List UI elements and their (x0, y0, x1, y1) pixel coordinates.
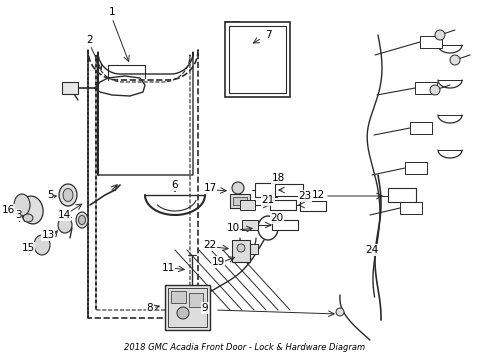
Bar (224, 22, 289, 97)
Text: 2: 2 (86, 35, 93, 45)
Ellipse shape (79, 216, 85, 225)
Text: 14: 14 (57, 210, 70, 220)
Circle shape (237, 244, 244, 252)
Text: 5: 5 (46, 190, 53, 200)
Text: 17: 17 (203, 183, 216, 193)
Bar (404, 162, 426, 174)
Text: 9: 9 (201, 303, 208, 313)
Bar (231, 240, 249, 262)
Text: 11: 11 (161, 263, 174, 273)
Text: 20: 20 (270, 213, 283, 223)
Text: 19: 19 (211, 257, 224, 267)
Text: 6: 6 (171, 180, 178, 190)
Text: 12: 12 (311, 190, 324, 200)
Ellipse shape (63, 189, 73, 202)
Bar (387, 188, 415, 202)
Text: 24: 24 (365, 245, 378, 255)
Text: 4: 4 (57, 210, 63, 220)
Circle shape (231, 182, 244, 194)
Text: 1: 1 (108, 7, 115, 17)
Circle shape (434, 30, 444, 40)
Circle shape (429, 85, 439, 95)
Bar (274, 184, 303, 196)
Circle shape (335, 308, 343, 316)
Bar (229, 194, 249, 208)
Bar (299, 201, 325, 211)
Ellipse shape (14, 194, 30, 216)
Bar (419, 36, 441, 48)
Bar (254, 183, 276, 197)
Ellipse shape (59, 184, 77, 206)
Text: 2018 GMC Acadia Front Door - Lock & Hardware Diagram: 2018 GMC Acadia Front Door - Lock & Hard… (123, 343, 365, 352)
Text: 22: 22 (203, 240, 216, 250)
Bar (164, 285, 209, 330)
Ellipse shape (34, 235, 50, 255)
Text: 16: 16 (1, 205, 15, 215)
Bar (242, 220, 258, 230)
Ellipse shape (58, 217, 72, 233)
Text: 3: 3 (15, 210, 21, 220)
Text: 15: 15 (21, 243, 35, 253)
Ellipse shape (21, 196, 43, 224)
Bar (409, 122, 431, 134)
Ellipse shape (23, 214, 33, 222)
Text: 8: 8 (146, 303, 153, 313)
Text: 18: 18 (271, 173, 284, 183)
Text: 7: 7 (264, 30, 271, 40)
Bar (171, 291, 185, 303)
Bar (271, 220, 297, 230)
Bar (269, 200, 295, 210)
Circle shape (177, 307, 189, 319)
Bar (168, 288, 206, 327)
Bar (189, 293, 203, 307)
Text: 13: 13 (41, 230, 55, 240)
Text: 23: 23 (298, 191, 311, 201)
Bar (62, 82, 78, 94)
Ellipse shape (76, 212, 88, 228)
Circle shape (449, 55, 459, 65)
Bar (399, 202, 421, 214)
Bar (228, 26, 285, 93)
Bar (240, 244, 258, 254)
Text: 10: 10 (226, 223, 239, 233)
Bar (240, 200, 254, 210)
Bar (414, 82, 436, 94)
Text: 21: 21 (261, 195, 274, 205)
Bar (232, 197, 246, 205)
